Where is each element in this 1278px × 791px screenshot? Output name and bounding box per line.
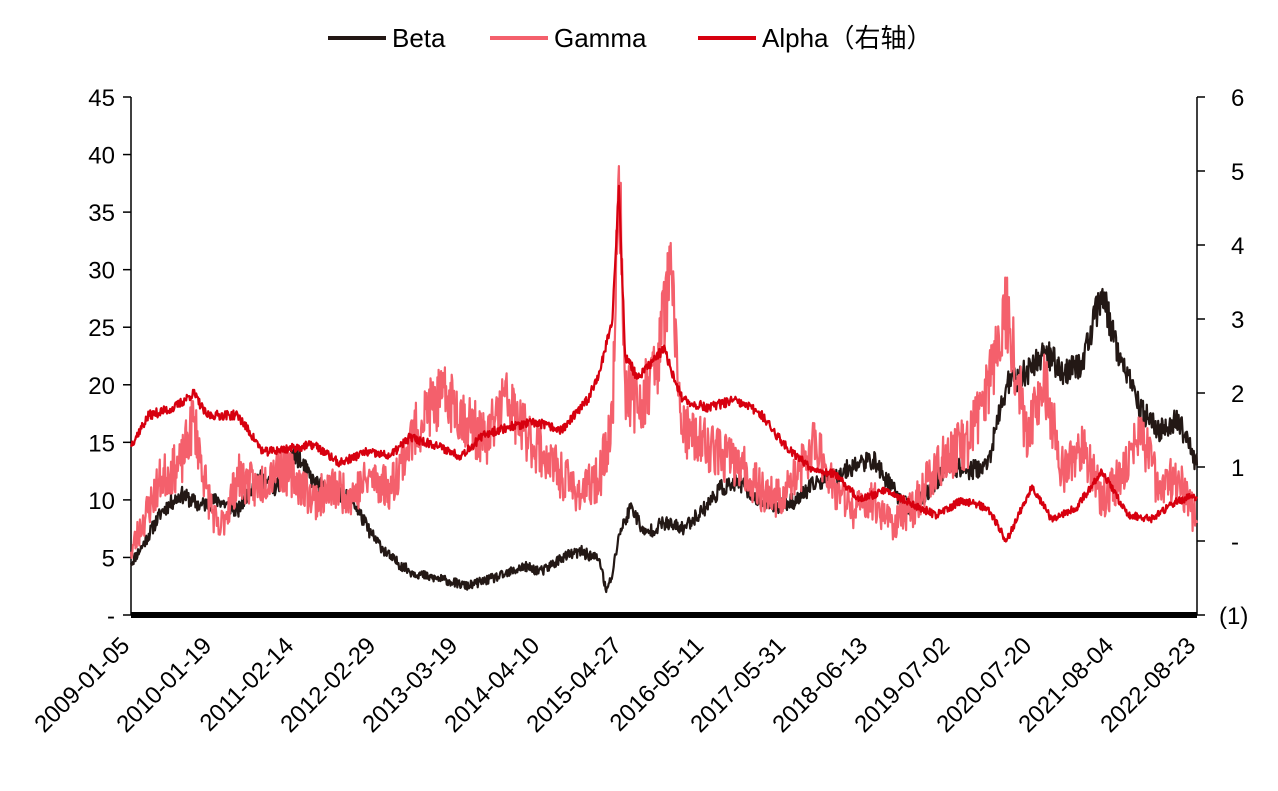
right-tick-label: 2 bbox=[1231, 381, 1244, 408]
legend-label: Gamma bbox=[554, 23, 647, 53]
left-tick-label: 20 bbox=[88, 373, 115, 400]
right-tick-label: 3 bbox=[1231, 307, 1244, 334]
right-tick-label: 1 bbox=[1231, 455, 1244, 482]
series-line-alpha bbox=[130, 184, 1198, 543]
x-axis-baseline bbox=[131, 612, 1197, 618]
left-tick-label: 25 bbox=[88, 315, 115, 342]
left-tick-label: 10 bbox=[88, 488, 115, 515]
left-tick-label: 5 bbox=[102, 545, 115, 572]
baseline-group bbox=[131, 612, 1197, 618]
right-tick-label: 6 bbox=[1231, 85, 1244, 112]
right-tick-label: 5 bbox=[1231, 159, 1244, 186]
legend-label: Alpha（右轴） bbox=[762, 23, 933, 53]
left-tick-label: - bbox=[107, 603, 115, 630]
left-tick-label: 30 bbox=[88, 258, 115, 285]
right-tick-label: 4 bbox=[1231, 233, 1244, 260]
series-line-gamma bbox=[129, 165, 1199, 559]
right-tick-label: - bbox=[1231, 529, 1239, 556]
right-tick-label: (1) bbox=[1219, 603, 1248, 630]
left-tick-label: 15 bbox=[88, 430, 115, 457]
series-group bbox=[129, 165, 1199, 594]
left-tick-label: 35 bbox=[88, 200, 115, 227]
legend: Beta Gamma Alpha（右轴） bbox=[328, 23, 933, 53]
left-tick-label: 40 bbox=[88, 143, 115, 170]
legend-label: Beta bbox=[392, 23, 446, 53]
left-tick-label: 45 bbox=[88, 85, 115, 112]
